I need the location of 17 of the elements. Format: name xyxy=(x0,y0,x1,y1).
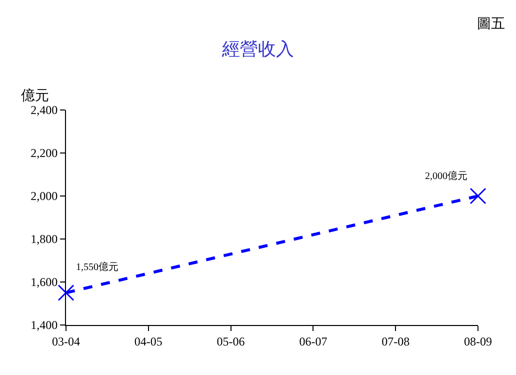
annotation: 2,000億元 xyxy=(425,170,468,182)
y-tick-label: 2,000 xyxy=(30,189,58,204)
x-tick-label: 03-04 xyxy=(52,334,80,348)
annotation: 1,550億元 xyxy=(76,261,118,273)
y-tick-label: 2,400 xyxy=(30,103,58,118)
x-tick-label: 07-08 xyxy=(382,334,410,348)
text: 圖五 xyxy=(477,17,505,32)
x-tick-label: 04-05 xyxy=(134,334,162,348)
x-tick-label: 06-07 xyxy=(299,334,328,348)
y-tick-label: 1,600 xyxy=(30,275,58,290)
y-tick-label: 1,400 xyxy=(30,318,58,332)
y-tick-label: 2,200 xyxy=(30,146,58,160)
y-axis-title: 億元 xyxy=(21,88,49,104)
chart-title: 經營收入 xyxy=(221,39,294,60)
y-tick-label: 1,800 xyxy=(30,232,58,246)
x-tick-label: 08-09 xyxy=(464,334,492,348)
x-tick-label: 05-06 xyxy=(216,334,245,348)
